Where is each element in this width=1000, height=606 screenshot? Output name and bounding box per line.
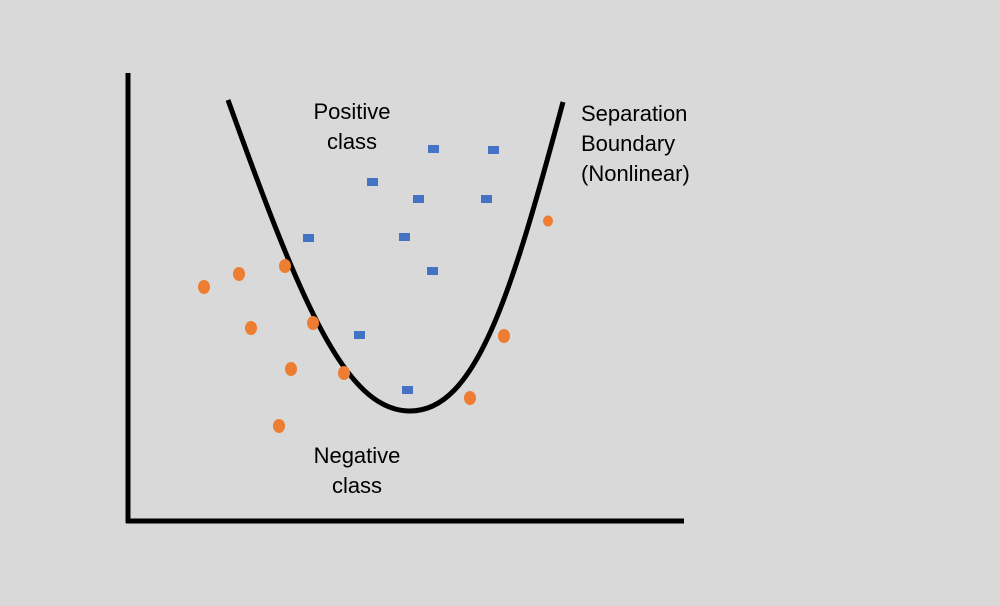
negative-label: Negative [314, 443, 401, 468]
negative-point [338, 366, 350, 380]
negative-point [285, 362, 297, 376]
positive-point [488, 146, 499, 154]
positive-point [428, 145, 439, 153]
positive-point [303, 234, 314, 242]
negative-points [198, 215, 553, 433]
positive-point [354, 331, 365, 339]
positive-point [413, 195, 424, 203]
positive-label: Positive [313, 99, 390, 124]
positive-point [367, 178, 378, 186]
boundary-label: (Nonlinear) [581, 161, 690, 186]
positive-point [481, 195, 492, 203]
positive-point [427, 267, 438, 275]
negative-point [498, 329, 510, 343]
boundary-label: Separation [581, 101, 687, 126]
positive-label: class [327, 129, 377, 154]
negative-point [279, 259, 291, 273]
positive-points [303, 145, 499, 394]
boundary-label: Boundary [581, 131, 675, 156]
negative-point [307, 316, 319, 330]
negative-point [543, 215, 553, 227]
negative-point [273, 419, 285, 433]
negative-point [245, 321, 257, 335]
negative-point [464, 391, 476, 405]
positive-point [399, 233, 410, 241]
negative-label: class [332, 473, 382, 498]
positive-point [402, 386, 413, 394]
negative-point [233, 267, 245, 281]
negative-point [198, 280, 210, 294]
